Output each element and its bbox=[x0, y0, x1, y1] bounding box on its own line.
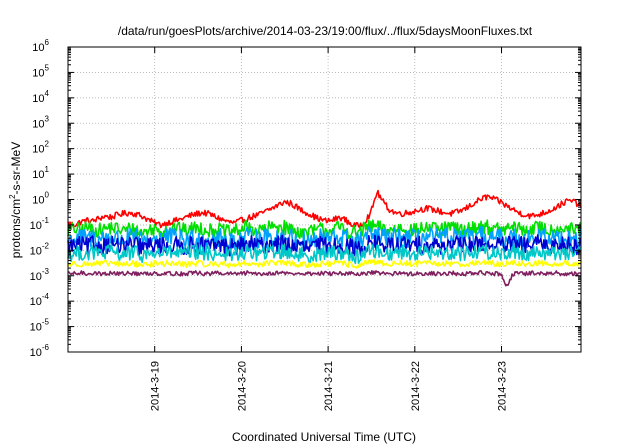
y-tick-label: 10-4 bbox=[30, 292, 50, 308]
y-tick-exponent: 1 bbox=[45, 165, 50, 174]
y-tick-label: 106 bbox=[32, 38, 49, 54]
y-axis-label-part-2: -s-sr-MeV bbox=[9, 142, 23, 195]
y-tick-label: 100 bbox=[32, 191, 49, 207]
y-tick-labels: 10-610-510-410-310-210-11001011021031041… bbox=[30, 38, 50, 359]
y-tick-exponent: -3 bbox=[42, 267, 50, 276]
y-tick-base: 10 bbox=[32, 195, 44, 207]
x-tick-label: 2014-3-23 bbox=[497, 361, 509, 411]
y-tick-exponent: 2 bbox=[45, 140, 50, 149]
y-tick-label: 101 bbox=[32, 165, 49, 181]
y-tick-base: 10 bbox=[30, 296, 42, 308]
y-tick-base: 10 bbox=[32, 42, 44, 54]
y-tick-label: 103 bbox=[32, 114, 49, 130]
y-tick-label: 10-2 bbox=[30, 241, 50, 257]
y-tick-exponent: -4 bbox=[42, 292, 50, 301]
y-tick-base: 10 bbox=[30, 347, 42, 359]
y-tick-base: 10 bbox=[32, 118, 44, 130]
x-tick-label: 2014-3-20 bbox=[236, 361, 248, 411]
y-tick-base: 10 bbox=[30, 245, 42, 257]
x-axis-label: Coordinated Universal Time (UTC) bbox=[232, 430, 416, 444]
y-tick-base: 10 bbox=[30, 220, 42, 232]
y-tick-label: 10-3 bbox=[30, 267, 50, 283]
axis-ticks bbox=[68, 46, 581, 353]
x-tick-labels: 2014-3-19 2014-3-20 2014-3-21 2014-3-22 2014… bbox=[150, 361, 509, 411]
series-line-7 bbox=[67, 269, 582, 287]
y-tick-exponent: -6 bbox=[42, 343, 50, 352]
series-layer bbox=[67, 189, 582, 287]
y-tick-exponent: -5 bbox=[42, 318, 50, 327]
series-line-5 bbox=[67, 243, 582, 265]
y-axis-label-part-1: protons/cm bbox=[9, 199, 23, 258]
y-tick-label: 105 bbox=[32, 63, 49, 79]
x-tick-label: 2014-3-21 bbox=[323, 361, 335, 411]
y-tick-base: 10 bbox=[30, 271, 42, 283]
y-tick-base: 10 bbox=[32, 144, 44, 156]
y-tick-label: 10-6 bbox=[30, 343, 50, 359]
y-tick-base: 10 bbox=[32, 67, 44, 79]
x-tick-label: 2014-3-22 bbox=[410, 361, 422, 411]
y-tick-exponent: 4 bbox=[45, 89, 50, 98]
y-tick-exponent: 5 bbox=[45, 63, 50, 72]
series-line-6 bbox=[67, 258, 582, 269]
x-tick-label: 2014-3-19 bbox=[150, 361, 162, 411]
y-axis-label-superscript: 2 bbox=[8, 194, 17, 199]
y-axis-label: protons/cm2-s-sr-MeV bbox=[8, 142, 23, 258]
y-tick-exponent: 0 bbox=[45, 191, 50, 200]
y-tick-label: 104 bbox=[32, 89, 49, 105]
y-tick-base: 10 bbox=[32, 93, 44, 105]
plot-frame bbox=[67, 46, 582, 353]
grid-lines bbox=[68, 47, 581, 352]
y-tick-exponent: -1 bbox=[42, 216, 50, 225]
series-line-1 bbox=[67, 189, 582, 229]
y-tick-base: 10 bbox=[32, 169, 44, 181]
y-tick-label: 102 bbox=[32, 140, 49, 156]
y-tick-base: 10 bbox=[30, 322, 42, 334]
y-tick-exponent: 6 bbox=[45, 38, 50, 47]
chart-title: /data/run/goesPlots/archive/2014-03-23/1… bbox=[118, 24, 533, 38]
y-tick-label: 10-1 bbox=[30, 216, 50, 232]
y-tick-exponent: 3 bbox=[45, 114, 50, 123]
y-tick-exponent: -2 bbox=[42, 241, 50, 250]
y-tick-label: 10-5 bbox=[30, 318, 50, 334]
